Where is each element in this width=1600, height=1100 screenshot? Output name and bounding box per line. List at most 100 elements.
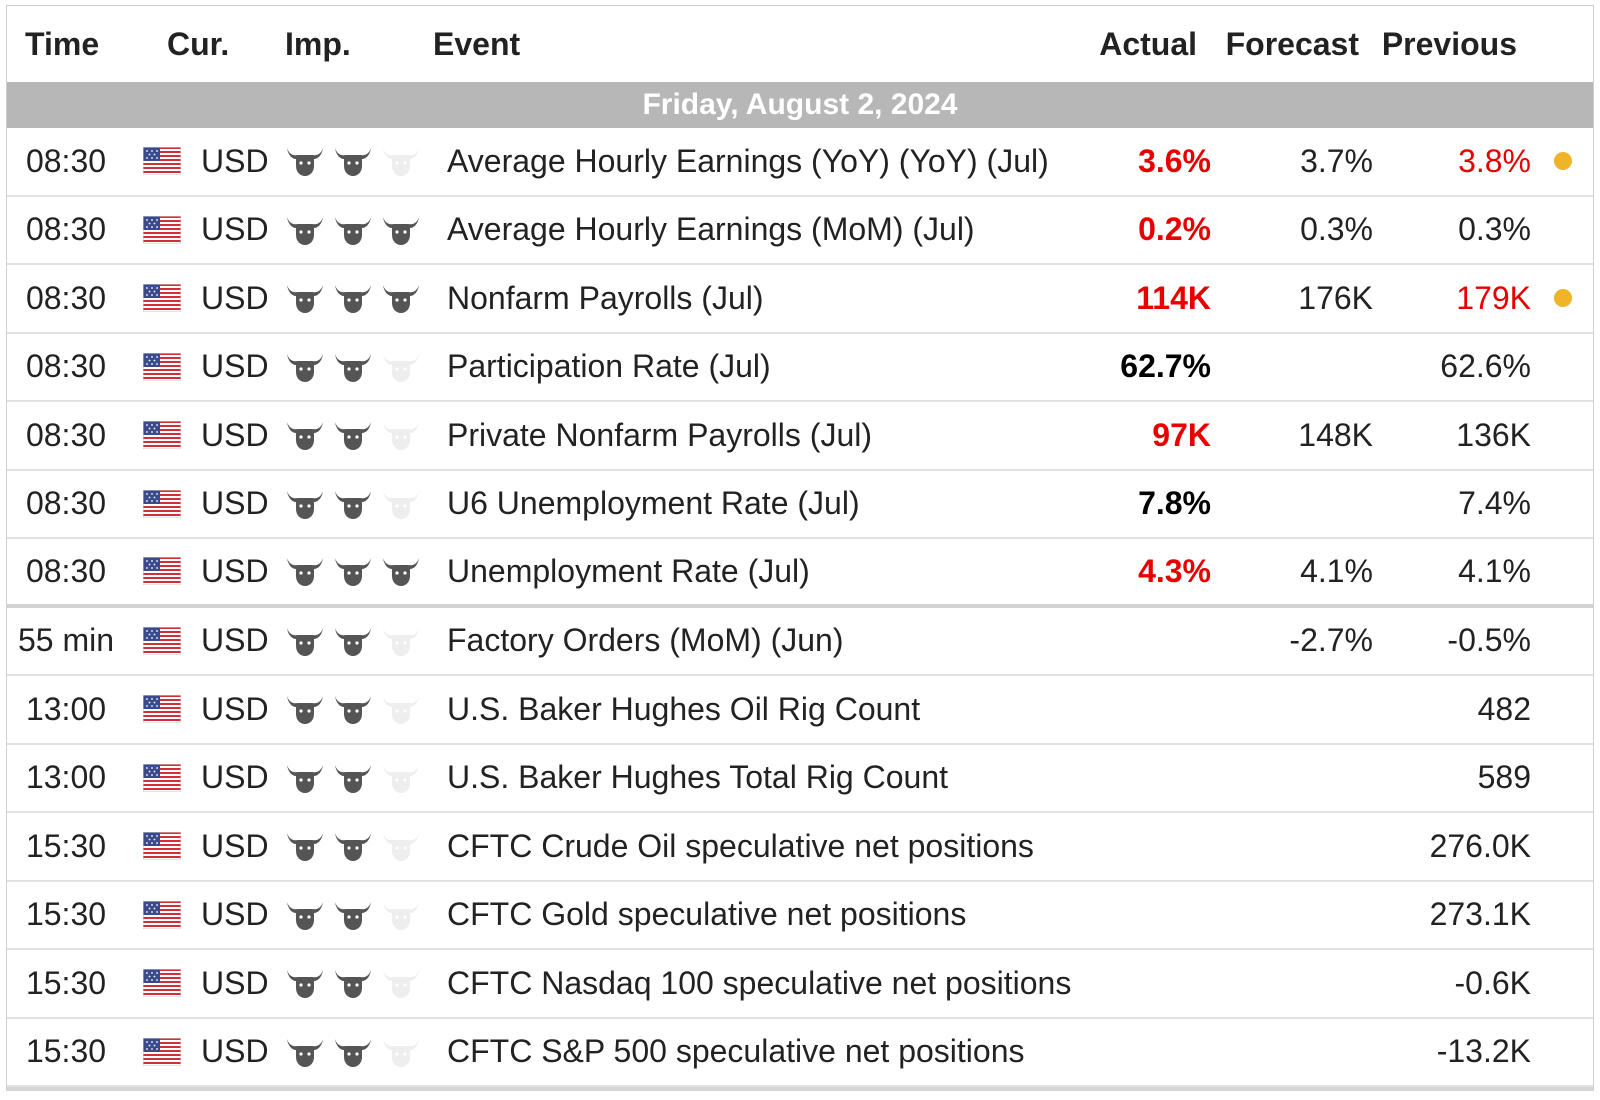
event-name[interactable]: CFTC Nasdaq 100 speculative net position… — [447, 964, 1072, 1001]
bull-icon — [285, 966, 325, 1000]
us-flag-icon — [125, 489, 181, 518]
bull-icon — [333, 487, 373, 521]
bull-icon — [285, 281, 325, 315]
event-name[interactable]: Participation Rate (Jul) — [447, 348, 771, 385]
table-row[interactable]: 08:30 USD Nonfarm Payrolls (Jul) 114K 176K 17… — [7, 265, 1593, 334]
importance-rating — [281, 281, 447, 315]
bull-icon — [285, 1035, 325, 1069]
bull-icon — [333, 418, 373, 452]
bull-icon — [285, 829, 325, 863]
table-row[interactable]: 15:30 USD CFTC Nasdaq 100 speculative net … — [7, 950, 1593, 1019]
bull-icon — [381, 966, 421, 1000]
table-row[interactable]: 08:30 USD Participation Rate (Jul) 62.7% 62.… — [7, 334, 1593, 402]
bull-icon — [333, 213, 373, 247]
date-label: Friday, August 2, 2024 — [642, 88, 958, 121]
event-time: 15:30 — [25, 827, 107, 864]
table-row[interactable]: 15:30 USD CFTC S&P 500 speculative net pos… — [7, 1019, 1593, 1087]
forecast-value: -2.7% — [1289, 622, 1373, 659]
forecast-value: 0.3% — [1300, 211, 1373, 248]
table-row[interactable]: 15:30 USD CFTC Crude Oil speculative net p… — [7, 813, 1593, 882]
bull-icon — [285, 761, 325, 795]
event-name[interactable]: Average Hourly Earnings (YoY) (YoY) (Jul… — [447, 142, 1049, 179]
table-row[interactable]: 15:30 USD CFTC Gold speculative net positi… — [7, 882, 1593, 950]
forecast-value: 148K — [1298, 416, 1373, 453]
us-flag-icon — [125, 626, 181, 655]
bull-icon — [333, 1035, 373, 1069]
event-rows: 08:30 USD Average Hourly Earnings (YoY) (Y… — [7, 128, 1593, 1087]
bull-icon — [381, 829, 421, 863]
actual-value: 0.2% — [1138, 211, 1211, 248]
bull-icon — [285, 624, 325, 658]
bull-icon — [381, 487, 421, 521]
date-bar: Friday, August 2, 2024 — [7, 82, 1593, 128]
currency-code: USD — [201, 279, 269, 316]
actual-value: 3.6% — [1138, 142, 1211, 179]
table-row[interactable]: 13:00 USD U.S. Baker Hughes Oil Rig Count 4… — [7, 676, 1593, 745]
bull-icon — [333, 761, 373, 795]
table-row[interactable]: 08:30 USD Average Hourly Earnings (YoY) (Y… — [7, 128, 1593, 197]
event-time: 13:00 — [25, 690, 107, 727]
header-previous[interactable]: Previous — [1381, 25, 1517, 62]
header-time[interactable]: Time — [25, 25, 100, 62]
importance-rating — [281, 1035, 447, 1069]
event-name[interactable]: Private Nonfarm Payrolls (Jul) — [447, 416, 872, 453]
alert-dot-icon[interactable] — [1554, 289, 1572, 308]
event-name[interactable]: CFTC S&P 500 speculative net positions — [447, 1033, 1025, 1070]
alert-dot-icon[interactable] — [1554, 152, 1572, 171]
header-importance[interactable]: Imp. — [285, 25, 351, 62]
currency-code: USD — [201, 211, 269, 248]
event-time: 55 min — [17, 622, 115, 659]
currency-code: USD — [201, 1033, 269, 1070]
bull-icon — [381, 692, 421, 726]
previous-value: 3.8% — [1458, 142, 1531, 179]
event-name[interactable]: U.S. Baker Hughes Oil Rig Count — [447, 690, 921, 727]
bull-icon — [333, 144, 373, 178]
bull-icon — [333, 898, 373, 932]
actual-value: 7.8% — [1138, 485, 1211, 522]
table-row[interactable]: 08:30 USD Unemployment Rate (Jul) 4.3% 4.1% 4… — [7, 539, 1593, 608]
bull-icon — [381, 898, 421, 932]
importance-rating — [281, 829, 447, 863]
us-flag-icon — [125, 352, 181, 381]
event-name[interactable]: U.S. Baker Hughes Total Rig Count — [447, 759, 948, 796]
importance-rating — [281, 418, 447, 452]
currency-code: USD — [201, 485, 269, 522]
actual-value: 4.3% — [1138, 552, 1211, 589]
event-name[interactable]: CFTC Gold speculative net positions — [447, 896, 967, 933]
bull-icon — [333, 829, 373, 863]
previous-value: 273.1K — [1429, 896, 1531, 933]
currency-code: USD — [201, 622, 269, 659]
header-forecast[interactable]: Forecast — [1225, 25, 1359, 62]
event-time: 08:30 — [25, 211, 107, 248]
event-name[interactable]: U6 Unemployment Rate (Jul) — [447, 485, 860, 522]
us-flag-icon — [125, 695, 181, 724]
table-row[interactable]: 55 min USD Factory Orders (MoM) (Jun) -2.7%… — [7, 608, 1593, 676]
importance-rating — [281, 692, 447, 726]
event-time: 08:30 — [25, 279, 107, 316]
us-flag-icon — [125, 969, 181, 998]
event-time: 08:30 — [25, 485, 107, 522]
previous-value: 136K — [1456, 416, 1531, 453]
table-header: Time Cur. Imp. Event Actual Forecast Pre… — [7, 6, 1593, 82]
previous-value: -0.5% — [1447, 622, 1531, 659]
table-row[interactable]: 08:30 USD Average Hourly Earnings (MoM) (J… — [7, 197, 1593, 265]
event-name[interactable]: CFTC Crude Oil speculative net positions — [447, 827, 1034, 864]
bull-icon — [381, 350, 421, 384]
table-row[interactable]: 08:30 USD U6 Unemployment Rate (Jul) 7.8% 7.… — [7, 471, 1593, 539]
table-row[interactable]: 08:30 USD Private Nonfarm Payrolls (Jul) 97… — [7, 402, 1593, 471]
header-actual[interactable]: Actual — [1099, 25, 1197, 62]
us-flag-icon — [125, 557, 181, 586]
us-flag-icon — [125, 763, 181, 792]
event-name[interactable]: Nonfarm Payrolls (Jul) — [447, 279, 764, 316]
table-row[interactable]: 13:00 USD U.S. Baker Hughes Total Rig Coun… — [7, 745, 1593, 813]
bull-icon — [381, 213, 421, 247]
event-name[interactable]: Average Hourly Earnings (MoM) (Jul) — [447, 211, 975, 248]
bull-icon — [285, 350, 325, 384]
header-event[interactable]: Event — [433, 25, 521, 62]
importance-rating — [281, 898, 447, 932]
event-name[interactable]: Factory Orders (MoM) (Jun) — [447, 622, 844, 659]
bull-icon — [285, 692, 325, 726]
header-currency[interactable]: Cur. — [167, 25, 230, 62]
bull-icon — [333, 281, 373, 315]
event-name[interactable]: Unemployment Rate (Jul) — [447, 552, 810, 589]
